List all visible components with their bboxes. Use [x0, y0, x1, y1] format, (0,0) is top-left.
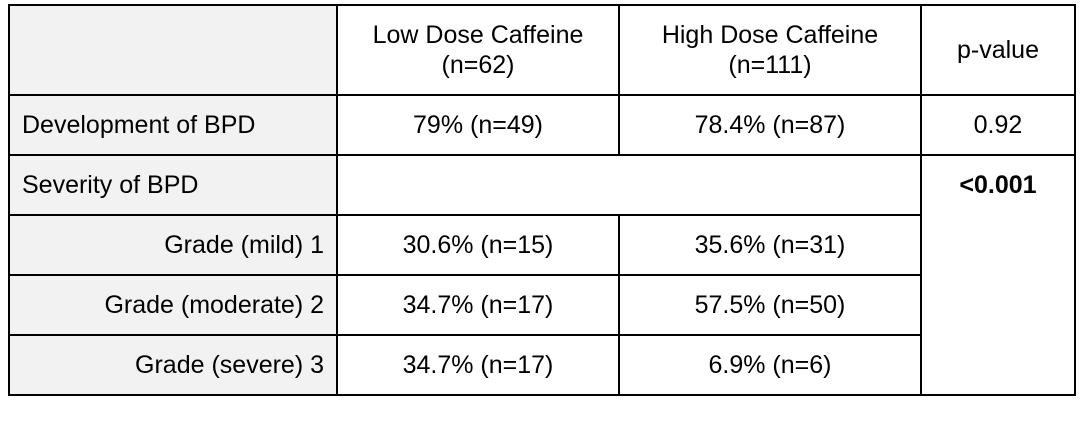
bpd-results-table: Low Dose Caffeine (n=62) High Dose Caffe… — [8, 4, 1076, 396]
header-empty-cell — [8, 4, 338, 96]
cell-development-p: 0.92 — [920, 94, 1076, 156]
cell-grade1-high: 35.6% (n=31) — [618, 214, 922, 276]
row-label-severity: Severity of BPD — [8, 154, 338, 216]
header-p-value: p-value — [920, 4, 1076, 96]
cell-grade3-high: 6.9% (n=6) — [618, 334, 922, 396]
cell-development-high: 78.4% (n=87) — [618, 94, 922, 156]
cell-development-low: 79% (n=49) — [336, 94, 620, 156]
row-label-development: Development of BPD — [8, 94, 338, 156]
cell-grade2-low: 34.7% (n=17) — [336, 274, 620, 336]
cell-severity-empty — [336, 154, 922, 216]
row-label-grade2: Grade (moderate) 2 — [8, 274, 338, 336]
row-label-grade1: Grade (mild) 1 — [8, 214, 338, 276]
cell-grade1-low: 30.6% (n=15) — [336, 214, 620, 276]
table-row-grade3: Grade (severe) 3 34.7% (n=17) 6.9% (n=6) — [8, 334, 1075, 396]
header-row: Low Dose Caffeine (n=62) High Dose Caffe… — [8, 4, 1076, 96]
header-high-dose: High Dose Caffeine (n=111) — [618, 4, 922, 96]
table-row-grade2: Grade (moderate) 2 34.7% (n=17) 57.5% (n… — [8, 274, 1075, 336]
row-label-grade3: Grade (severe) 3 — [8, 334, 338, 396]
table-row-severity: Severity of BPD <0.001 — [8, 154, 1076, 396]
table-row-development: Development of BPD 79% (n=49) 78.4% (n=8… — [8, 94, 1076, 156]
header-low-dose-title: Low Dose Caffeine — [372, 21, 584, 49]
header-high-dose-title: High Dose Caffeine — [661, 21, 879, 49]
cell-severity-p: <0.001 — [920, 154, 1076, 396]
header-high-dose-n: (n=111) — [728, 51, 812, 79]
cell-grade3-low: 34.7% (n=17) — [336, 334, 620, 396]
table-row-grade1: Grade (mild) 1 30.6% (n=15) 35.6% (n=31) — [8, 214, 1075, 276]
cell-grade2-high: 57.5% (n=50) — [618, 274, 922, 336]
header-low-dose-n: (n=62) — [441, 51, 515, 79]
header-low-dose: Low Dose Caffeine (n=62) — [336, 4, 620, 96]
